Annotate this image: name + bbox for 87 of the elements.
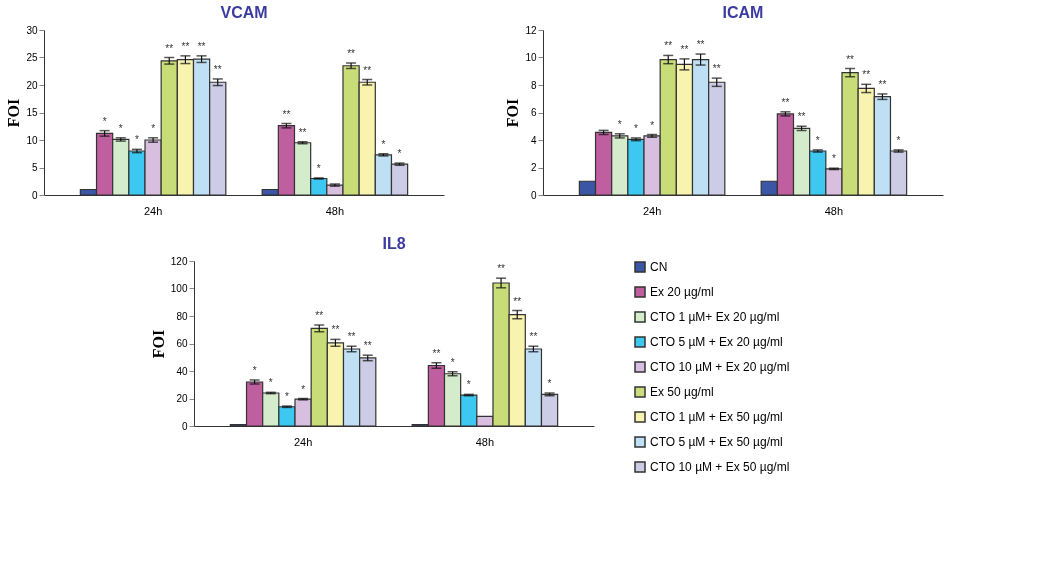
data-label: **: [513, 295, 522, 307]
data-label: *: [831, 153, 836, 165]
y-tick-label: 60: [176, 338, 188, 349]
data-label: **: [878, 78, 887, 90]
y-tick-label: 5: [31, 162, 38, 173]
data-label: *: [896, 134, 901, 146]
x-tick-label: 24h: [642, 204, 662, 217]
data-label: *: [633, 122, 638, 134]
data-label: **: [315, 309, 324, 321]
x-tick-label: 48h: [475, 435, 495, 448]
y-tick-label: 100: [170, 283, 188, 294]
legend-label: CTO 5 µM + Ex 50 µg/ml: [650, 435, 783, 449]
x-tick-label: 48h: [325, 204, 345, 217]
data-label: **: [213, 63, 222, 75]
data-label: **: [781, 96, 790, 108]
x-tick-label: 48h: [824, 204, 844, 217]
legend-label: CTO 10 µM + Ex 50 µg/ml: [650, 460, 790, 474]
x-tick-label: 24h: [293, 435, 313, 448]
data-label: **: [846, 53, 855, 65]
y-tick-label: 10: [525, 52, 537, 63]
legend-label: CTO 1 µM + Ex 50 µg/ml: [650, 410, 783, 424]
data-label: *: [118, 122, 123, 134]
legend-label: Ex 50 µg/ml: [650, 385, 714, 399]
y-tick-label: 15: [26, 107, 38, 118]
y-tick-label: 120: [170, 255, 188, 267]
data-label: **: [712, 63, 721, 75]
y-tick-label: 80: [176, 310, 188, 322]
data-label: *: [650, 119, 655, 131]
y-tick-label: 4: [530, 134, 537, 146]
y-tick-label: 10: [26, 134, 38, 146]
legend-label: CTO 10 µM + Ex 20 µg/ml: [650, 360, 790, 374]
legend-label: Ex 20 µg/ml: [650, 285, 714, 299]
data-label: **: [347, 48, 356, 59]
data-label: **: [696, 39, 705, 51]
data-label: *: [617, 118, 622, 130]
data-label: **: [363, 64, 372, 76]
data-label: *: [547, 378, 552, 389]
data-label: **: [680, 43, 689, 55]
y-tick-label: 2: [530, 162, 537, 173]
data-label: **: [282, 108, 291, 120]
data-label: *: [268, 377, 273, 389]
y-tick-label: 20: [176, 393, 188, 404]
data-label: **: [432, 347, 441, 359]
data-label: *: [102, 115, 107, 127]
y-tick-label: 40: [176, 365, 188, 377]
data-label: **: [797, 111, 806, 123]
y-tick-label: 30: [26, 24, 38, 36]
data-label: *: [397, 148, 402, 160]
legend-label: CN: [650, 260, 668, 274]
data-label: *: [450, 356, 455, 368]
chart-title: VCAM: [220, 4, 268, 21]
data-label: *: [316, 162, 321, 174]
x-tick-label: 24h: [143, 204, 163, 217]
data-label: **: [664, 40, 673, 52]
data-label: *: [301, 383, 306, 395]
data-label: *: [134, 134, 139, 146]
y-tick-label: 8: [530, 79, 537, 91]
data-label: **: [197, 40, 206, 52]
data-label: **: [181, 40, 190, 52]
y-tick-label: 20: [26, 79, 38, 91]
y-axis-title: FOI: [149, 329, 167, 359]
y-tick-label: 0: [31, 189, 38, 201]
data-label: **: [497, 263, 506, 275]
data-label: *: [466, 379, 471, 391]
data-label: *: [815, 134, 820, 146]
y-axis-title: FOI: [5, 98, 23, 128]
y-axis-title: FOI: [504, 98, 522, 128]
data-label: **: [347, 331, 356, 343]
data-label: *: [381, 138, 386, 150]
data-label: **: [165, 42, 174, 54]
data-label: *: [284, 391, 289, 403]
y-tick-label: 6: [530, 107, 537, 118]
data-label: **: [331, 324, 340, 336]
legend-label: CTO 1 µM+ Ex 20 µg/ml: [650, 310, 780, 324]
data-label: **: [862, 69, 871, 81]
y-tick-label: 25: [26, 52, 38, 63]
y-tick-label: 0: [530, 189, 537, 201]
chart-title: IL8: [382, 235, 406, 252]
y-tick-label: 12: [525, 24, 537, 36]
data-label: **: [529, 331, 538, 343]
y-tick-label: 0: [181, 420, 188, 432]
data-label: **: [363, 340, 372, 352]
legend-label: CTO 5 µM + Ex 20 µg/ml: [650, 335, 783, 349]
data-label: *: [151, 122, 156, 134]
data-label: *: [252, 364, 257, 376]
data-label: **: [298, 126, 307, 138]
chart-title: ICAM: [722, 4, 764, 21]
